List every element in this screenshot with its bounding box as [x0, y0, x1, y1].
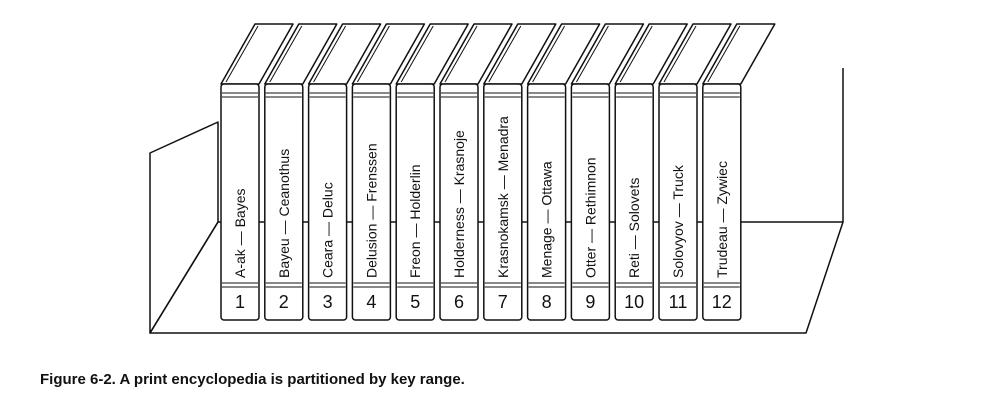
- book-spine: [264, 83, 304, 321]
- book-spine: [658, 83, 698, 321]
- book-spine: [483, 83, 523, 321]
- bookshelf: [149, 68, 844, 334]
- book-spine: [570, 83, 611, 321]
- book-page-edge: [663, 25, 697, 83]
- book-spine: [220, 83, 260, 321]
- volume-key-range: A-ak — Bayes: [232, 189, 248, 278]
- book-page-edge: [356, 25, 390, 83]
- book-page-edge: [313, 25, 347, 83]
- book-volume: 4 Delusion — Frenssen: [351, 23, 426, 321]
- volume-key-range: Ceara — Deluc: [320, 182, 336, 278]
- book-spine: [439, 83, 479, 321]
- book-volume: 8 Menage — Ottawa: [526, 23, 601, 321]
- volume-number: 6: [454, 292, 464, 312]
- volume-number: 10: [624, 292, 644, 312]
- book-page-edge: [225, 25, 259, 83]
- volume-number: 1: [235, 292, 245, 312]
- book-volume: 12 Trudeau — Zywiec: [702, 23, 776, 321]
- volume-number: 8: [542, 292, 552, 312]
- book-page-edge: [400, 25, 434, 83]
- book-volume: 3 Ceara — Deluc: [307, 23, 382, 321]
- volume-number: 7: [498, 292, 508, 312]
- book-volume: 7 Krasnokamsk — Menadra: [483, 23, 557, 321]
- book-page-edge: [444, 25, 478, 83]
- volume-number: 9: [585, 292, 595, 312]
- book-page-edge: [269, 25, 303, 83]
- volume-key-range: Otter — Rethimnon: [582, 157, 598, 278]
- book-spine: [614, 83, 654, 321]
- book-spine: [307, 83, 348, 321]
- book-spine: [351, 83, 392, 321]
- volume-number: 5: [410, 292, 420, 312]
- book-volume: 10 Reti — Solovets: [614, 23, 688, 321]
- volume-number: 11: [669, 292, 688, 312]
- book-spine: [395, 83, 435, 321]
- volume-key-range: Bayeu — Ceanothus: [276, 149, 292, 278]
- book-spine: [526, 83, 567, 321]
- volume-key-range: Delusion — Frenssen: [363, 143, 379, 278]
- book-volume: 9 Otter — Rethimnon: [570, 23, 645, 321]
- shelf-left-panel: [149, 121, 219, 334]
- book-volume: 11 Solovyov — Truck: [658, 23, 732, 321]
- volume-key-range: Krasnokamsk — Menadra: [495, 116, 511, 278]
- figure-caption: Figure 6-2. A print encyclopedia is part…: [40, 371, 465, 388]
- volume-key-range: Holderness — Krasnoje: [451, 130, 467, 278]
- book-page-edge: [707, 25, 741, 83]
- volume-key-range: Menage — Ottawa: [539, 161, 555, 278]
- book-page-edge: [532, 25, 566, 83]
- volume-key-range: Trudeau — Zywiec: [714, 161, 730, 278]
- book-volume: 2 Bayeu — Ceanothus: [264, 23, 338, 321]
- volume-key-range: Freon — Holderlin: [407, 164, 423, 278]
- volume-number: 2: [279, 292, 289, 312]
- volume-number: 12: [712, 292, 732, 312]
- book-spine: [702, 83, 742, 321]
- volume-number: 4: [366, 292, 376, 312]
- book-volume: 1 A-ak — Bayes: [220, 23, 294, 321]
- volume-key-range: Reti — Solovets: [626, 178, 642, 278]
- volume-key-range: Solovyov — Truck: [670, 164, 686, 278]
- book-page-edge: [619, 25, 653, 83]
- book-volume: 6 Holderness — Krasnoje: [439, 23, 513, 321]
- book-page-edge: [488, 25, 522, 83]
- book-page-edge: [575, 25, 609, 83]
- book-volume: 5 Freon — Holderlin: [395, 23, 469, 321]
- volume-number: 3: [323, 292, 333, 312]
